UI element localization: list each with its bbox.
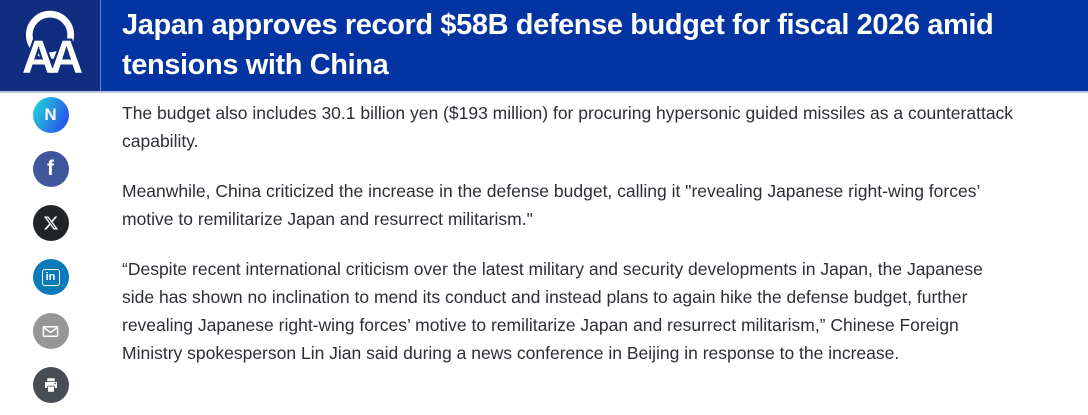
headline-banner: Japan approves record $58B defense budge…: [101, 0, 1088, 91]
x-icon: [43, 215, 59, 231]
facebook-share-button[interactable]: f: [32, 151, 69, 187]
main-content: N f in: [0, 93, 1088, 413]
email-icon: [41, 322, 60, 341]
n-icon: N: [44, 105, 57, 124]
article-paragraph: Meanwhile, China criticized the increase…: [122, 181, 980, 229]
printer-icon: [42, 376, 60, 394]
article-paragraph: “Despite recent international criticism …: [122, 259, 983, 363]
facebook-icon: f: [47, 157, 54, 180]
print-button[interactable]: [32, 367, 69, 403]
linkedin-icon: in: [41, 268, 60, 286]
article-title: Japan approves record $58B defense budge…: [122, 9, 994, 81]
x-share-button[interactable]: [32, 205, 69, 241]
share-toolbar: N f in: [0, 93, 101, 413]
svg-text:AA: AA: [22, 31, 82, 82]
email-share-button[interactable]: [32, 313, 69, 349]
article-body: The budget also includes 30.1 billion ye…: [101, 93, 1088, 413]
anadolu-agency-logo[interactable]: AA: [0, 0, 101, 91]
page-header: AA Japan approves record $58B defense bu…: [0, 0, 1088, 93]
aa-logo-icon: AA: [13, 4, 89, 87]
linkedin-share-button[interactable]: in: [32, 259, 69, 295]
article-paragraph: The budget also includes 30.1 billion ye…: [122, 103, 1014, 151]
n-share-button[interactable]: N: [32, 97, 69, 133]
